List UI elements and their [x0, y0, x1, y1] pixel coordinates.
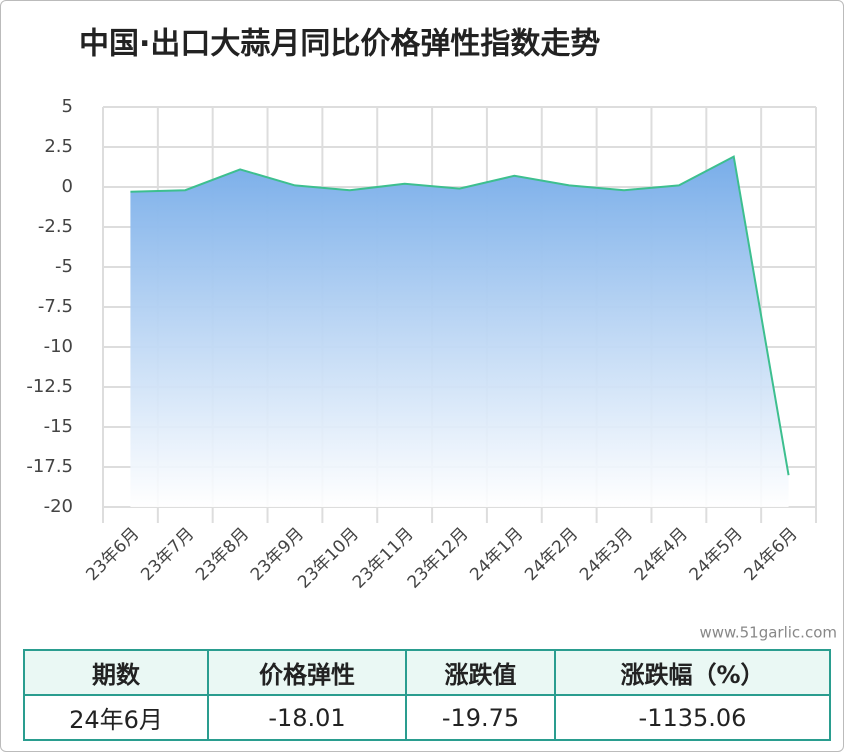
y-tick-label: -20 — [44, 496, 73, 517]
x-tick-label: 23年7月 — [137, 524, 198, 585]
x-tick-label: 24年2月 — [521, 524, 582, 585]
y-tick-label: -7.5 — [38, 296, 73, 317]
cell: 24年6月 — [23, 694, 209, 741]
y-tick-label: -12.5 — [26, 376, 73, 397]
y-tick-label: 0 — [62, 176, 73, 197]
header-cell: 涨跌幅（%） — [554, 649, 831, 696]
header-cell: 涨跌值 — [405, 649, 556, 696]
chart-title: 中国·出口大蒜月同比价格弹性指数走势 — [79, 27, 600, 62]
cell: -1135.06 — [554, 694, 831, 741]
watermark: www.51garlic.com — [699, 624, 837, 642]
y-tick-label: -5 — [55, 256, 73, 277]
chart: 中国·出口大蒜月同比价格弹性指数走势 www.51garlic.com 5 2.5… — [26, 27, 837, 642]
x-tick-label: 24年5月 — [686, 524, 747, 585]
x-tick-label: 23年12月 — [404, 524, 473, 593]
cell: -19.75 — [405, 694, 556, 741]
y-tick-label: -15 — [44, 416, 73, 437]
y-tick-label: 5 — [62, 96, 73, 117]
header-row: 期数 价格弹性 涨跌值 涨跌幅（%） — [23, 649, 831, 696]
x-tick-label: 23年8月 — [192, 524, 253, 585]
y-tick-label: -17.5 — [26, 456, 73, 477]
area-fill — [130, 156, 789, 507]
cell: -18.01 — [207, 694, 407, 741]
y-tick-label: -10 — [44, 336, 73, 357]
header-cell: 价格弹性 — [207, 649, 407, 696]
line — [130, 155, 790, 476]
x-tick-label: 24年3月 — [576, 524, 637, 585]
x-tick-label: 24年4月 — [631, 524, 692, 585]
x-tick-label: 24年1月 — [466, 524, 527, 585]
data-row: 24年6月 -18.01 -19.75 -1135.06 — [23, 694, 831, 741]
header-cell: 期数 — [23, 649, 209, 696]
y-tick-label: 2.5 — [44, 136, 73, 157]
y-tick-label: -2.5 — [38, 216, 73, 237]
summary-table: 期数 价格弹性 涨跌值 涨跌幅（%） 24年6月 -18.01 -19.75 -… — [23, 649, 831, 741]
x-tick-label: 23年6月 — [82, 524, 143, 585]
x-tick-label: 24年6月 — [741, 524, 802, 585]
